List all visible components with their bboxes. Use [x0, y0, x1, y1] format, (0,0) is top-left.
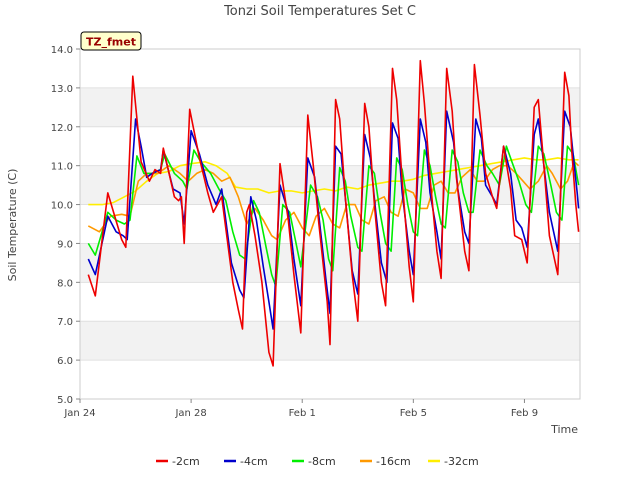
x-axis-ticks: Jan 24 Jan 28 Feb 1 Feb 5 Feb 9: [63, 399, 538, 419]
legend-item: -16cm: [360, 455, 411, 468]
plot-bands: [80, 48, 580, 400]
legend: -2cm -4cm -8cm -16cm -32cm: [156, 455, 479, 468]
y-tick-label: 10.0: [51, 201, 73, 212]
y-tick-label: 8.0: [57, 278, 73, 289]
legend-label: -8cm: [308, 455, 336, 468]
legend-item: -32cm: [428, 455, 479, 468]
station-badge-label: TZ_fmet: [86, 36, 136, 49]
legend-label: -32cm: [444, 455, 479, 468]
series-lines: [87, 59, 580, 367]
y-tick-label: 6.0: [57, 356, 73, 367]
legend-label: -4cm: [240, 455, 268, 468]
x-tick-label: Jan 24: [63, 408, 95, 419]
y-tick-label: 11.0: [51, 162, 73, 173]
y-tick-label: 13.0: [51, 84, 73, 95]
y-tick-label: 12.0: [51, 123, 73, 134]
legend-label: -2cm: [172, 455, 200, 468]
y-tick-label: 7.0: [57, 317, 73, 328]
x-tick-label: Jan 28: [174, 408, 206, 419]
legend-label: -16cm: [376, 455, 411, 468]
x-axis-label: Time: [550, 423, 578, 436]
x-tick-label: Feb 9: [511, 408, 538, 419]
y-axis-label: Soil Temperature (C): [6, 169, 19, 282]
series-line-2cm: [87, 59, 580, 367]
x-tick-label: Feb 5: [400, 408, 427, 419]
legend-item: -8cm: [292, 455, 336, 468]
station-badge-box: [80, 31, 142, 51]
legend-item: -2cm: [156, 455, 200, 468]
y-axis-ticks: 5.0 6.0 7.0 8.0 9.0 10.0 11.0 12.0 13.0 14.0: [51, 45, 80, 406]
plot-band: [80, 87, 580, 127]
y-tick-label: 9.0: [57, 239, 73, 250]
station-badge: TZ_fmet: [80, 31, 142, 51]
plot-frame: [79, 48, 581, 400]
y-tick-label: 5.0: [57, 395, 73, 406]
series-line-16cm: [87, 161, 580, 241]
x-tick-label: Feb 1: [289, 408, 316, 419]
legend-item: -4cm: [224, 455, 268, 468]
chart-title: Tonzi Soil Temperatures Set C: [223, 4, 416, 19]
y-tick-label: 14.0: [51, 45, 73, 56]
